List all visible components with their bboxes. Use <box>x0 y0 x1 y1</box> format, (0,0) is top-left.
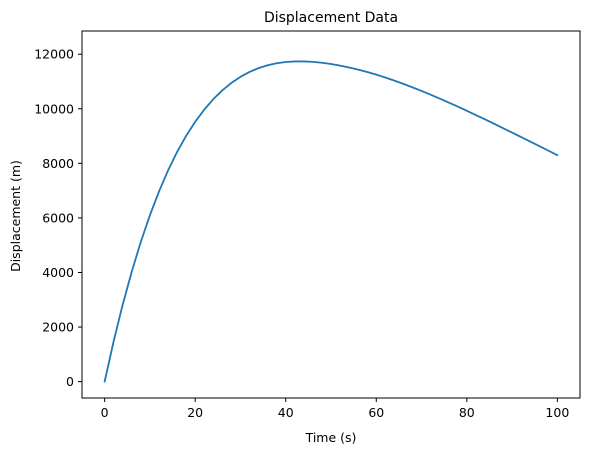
x-tick-label: 60 <box>368 405 384 420</box>
plot-area <box>103 60 559 383</box>
axes-frame <box>81 30 581 399</box>
y-tick-label: 2000 <box>42 320 74 335</box>
x-axis-label: Time (s) <box>305 430 357 445</box>
y-axis-label: Displacement (m) <box>8 160 23 272</box>
y-tick-label: 12000 <box>34 47 74 62</box>
y-tick-label: 8000 <box>42 156 74 171</box>
chart-title: Displacement Data <box>264 10 398 26</box>
x-tick-label: 100 <box>545 405 569 420</box>
y-tick-label: 10000 <box>34 101 74 116</box>
x-tick-label: 80 <box>459 405 475 420</box>
x-tick-label: 20 <box>187 405 203 420</box>
y-tick-label: 0 <box>66 374 74 389</box>
axes: 0 20 40 60 80 100 0 2000 4000 6000 8000 10000 12000 <box>34 30 581 420</box>
y-tick-label: 4000 <box>42 265 74 280</box>
x-tick-label: 40 <box>278 405 294 420</box>
y-tick-label: 6000 <box>42 210 74 225</box>
series-line-displacement <box>103 60 559 383</box>
x-tick-label: 0 <box>101 405 109 420</box>
